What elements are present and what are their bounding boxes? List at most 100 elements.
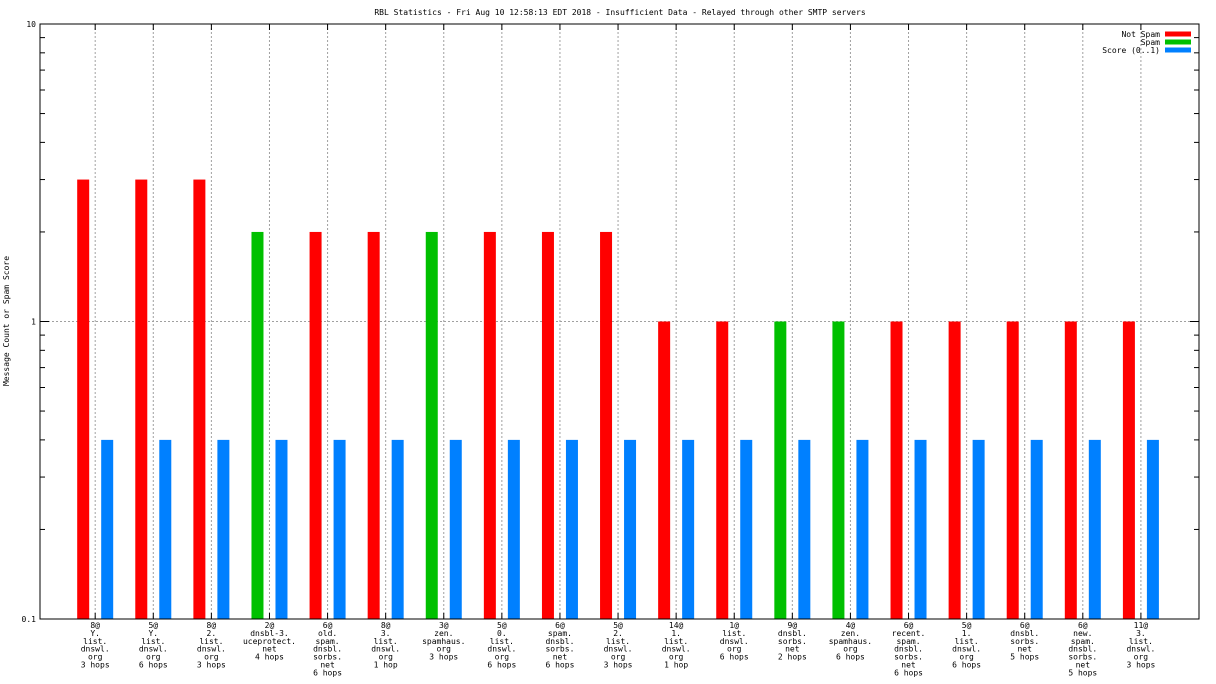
x-tick-label-line: 3 hops [81, 661, 110, 670]
y-axis-label: Message Count or Spam Score [2, 256, 11, 386]
x-tick-label-line: dnswl. [720, 637, 749, 646]
x-tick-label-line: 3@ [439, 621, 449, 630]
not-spam-bar [716, 321, 729, 619]
not-spam-bar [948, 321, 961, 619]
not-spam-bar [77, 179, 90, 619]
x-tick-label-line: dnswl. [487, 645, 516, 654]
score-0-1-bar [159, 439, 172, 619]
x-tick-label-line: 0. [497, 629, 507, 638]
bars-layer [77, 179, 1159, 619]
x-tick-label: 4@ zen. spamhaus. org 6 hops [829, 621, 872, 662]
x-tick-label-line: 6 hops [952, 661, 981, 670]
x-tick-label-line: 6@ [904, 621, 914, 630]
x-tick-label-line: list. [490, 637, 514, 646]
x-tick-label-line: spam. [316, 637, 340, 646]
x-tick-label-line: 1 hop [664, 661, 688, 670]
not-spam-bar [135, 179, 148, 619]
x-tick-label-line: 4@ [846, 621, 856, 630]
score-0-1-bar [682, 439, 695, 619]
x-tick-label-line: 2 hops [778, 653, 807, 662]
score-0-1-bar [798, 439, 811, 619]
x-tick-label-line: 6 hops [545, 661, 574, 670]
not-spam-bar [367, 231, 380, 619]
x-tick-label-line: 2. [613, 629, 623, 638]
x-tick-label-line: org [611, 653, 626, 662]
x-tick-label-line: org [843, 645, 858, 654]
y-tick-labels: 0.1 1 10 [22, 20, 37, 624]
x-tick-label: 11@ 3. list. dnswl. org 3 hops [1126, 621, 1155, 670]
x-tick-label-line: spam. [1071, 637, 1095, 646]
legend-label: Spam [1141, 38, 1160, 47]
score-0-1-bar [275, 439, 288, 619]
x-tick-label-line: 2@ [265, 621, 275, 630]
x-tick-label-line: org [495, 653, 510, 662]
legend-label: Score (0..1) [1102, 46, 1160, 55]
x-tick-label-line: 1@ [729, 621, 739, 630]
x-tick-label: 5@ 0. list. dnswl. org 6 hops [487, 621, 516, 670]
x-tick-label-line: 1. [671, 629, 681, 638]
x-tick-label-line: dnsbl. [1068, 645, 1097, 654]
x-tick-label-line: zen. [841, 629, 860, 638]
x-tick-label-line: spamhaus. [829, 637, 872, 646]
x-tick-label-line: org [959, 653, 974, 662]
x-tick-label-line: spam. [896, 637, 920, 646]
x-tick-label: 8@ 2. list. dnswl. org 3 hops [197, 621, 226, 670]
x-tick-label-line: dnswl. [81, 645, 110, 654]
x-tick-label-line: sorbs. [313, 653, 342, 662]
x-tick-label-line: org [88, 653, 103, 662]
x-tick-label-line: dnswl. [952, 645, 981, 654]
x-tick-label: 5@ Y. list. dnswl. org 6 hops [139, 621, 168, 670]
x-tick-label-line: 3 hops [429, 653, 458, 662]
score-0-1-bar [740, 439, 753, 619]
x-tick-label-line: 6 hops [720, 653, 749, 662]
x-tick-label-line: 5@ [962, 621, 972, 630]
y-tick-label: 1 [31, 318, 36, 327]
x-tick-label-line: 8@ [207, 621, 217, 630]
x-tick-label: 3@ zen. spamhaus. org 3 hops [422, 621, 465, 662]
x-tick-label-line: new. [1073, 629, 1092, 638]
x-tick-label-line: 3 hops [1126, 661, 1155, 670]
x-tick-label-line: org [727, 645, 742, 654]
x-tick-label-line: 5 hops [1010, 653, 1039, 662]
spam-bar [251, 231, 264, 619]
x-tick-label-line: 6 hops [836, 653, 865, 662]
x-tick-label-line: sorbs. [778, 637, 807, 646]
x-tick-label-line: list. [722, 629, 746, 638]
x-tick-label-line: list. [374, 637, 398, 646]
score-0-1-bar [391, 439, 404, 619]
x-tick-label: 2@ dnsbl-3. uceprotect. net 4 hops [243, 621, 296, 662]
x-tick-label: 6@ old. spam. dnsbl. sorbs. net 6 hops [313, 621, 342, 677]
score-0-1-bar [449, 439, 462, 619]
x-tick-label-line: 11@ [1134, 621, 1149, 630]
y-tick-label: 10 [26, 20, 36, 29]
not-spam-bar [309, 231, 322, 619]
x-tick-label-line: uceprotect. [243, 637, 296, 646]
x-tick-label-line: 14@ [669, 621, 684, 630]
x-tick-label-line: sorbs. [1010, 637, 1039, 646]
x-tick-label-line: Y. [148, 629, 158, 638]
x-tick-label-line: org [378, 653, 393, 662]
x-tick-label-line: org [146, 653, 161, 662]
x-tick-label-line: dnsbl-3. [250, 629, 289, 638]
not-spam-bar [1122, 321, 1135, 619]
x-tick-label-line: org [1134, 653, 1149, 662]
not-spam-bar [890, 321, 903, 619]
score-0-1-bar [1030, 439, 1043, 619]
x-tick-label-line: old. [318, 629, 337, 638]
not-spam-bar [1006, 321, 1019, 619]
x-tick-label-line: spam. [548, 629, 572, 638]
x-tick-label-line: org [204, 653, 219, 662]
score-0-1-bar [624, 439, 637, 619]
score-0-1-bar [914, 439, 927, 619]
x-tick-label-line: dnsbl. [1010, 629, 1039, 638]
not-spam-bar [541, 231, 554, 619]
x-tick-label-line: net [785, 645, 800, 654]
x-tick-label-line: dnswl. [371, 645, 400, 654]
x-tick-label-line: net [1017, 645, 1032, 654]
x-tick-label-line: 1 hop [374, 661, 398, 670]
x-tick-label-line: 6 hops [487, 661, 516, 670]
x-tick-label-line: list. [83, 637, 107, 646]
x-tick-label-line: recent. [892, 629, 926, 638]
